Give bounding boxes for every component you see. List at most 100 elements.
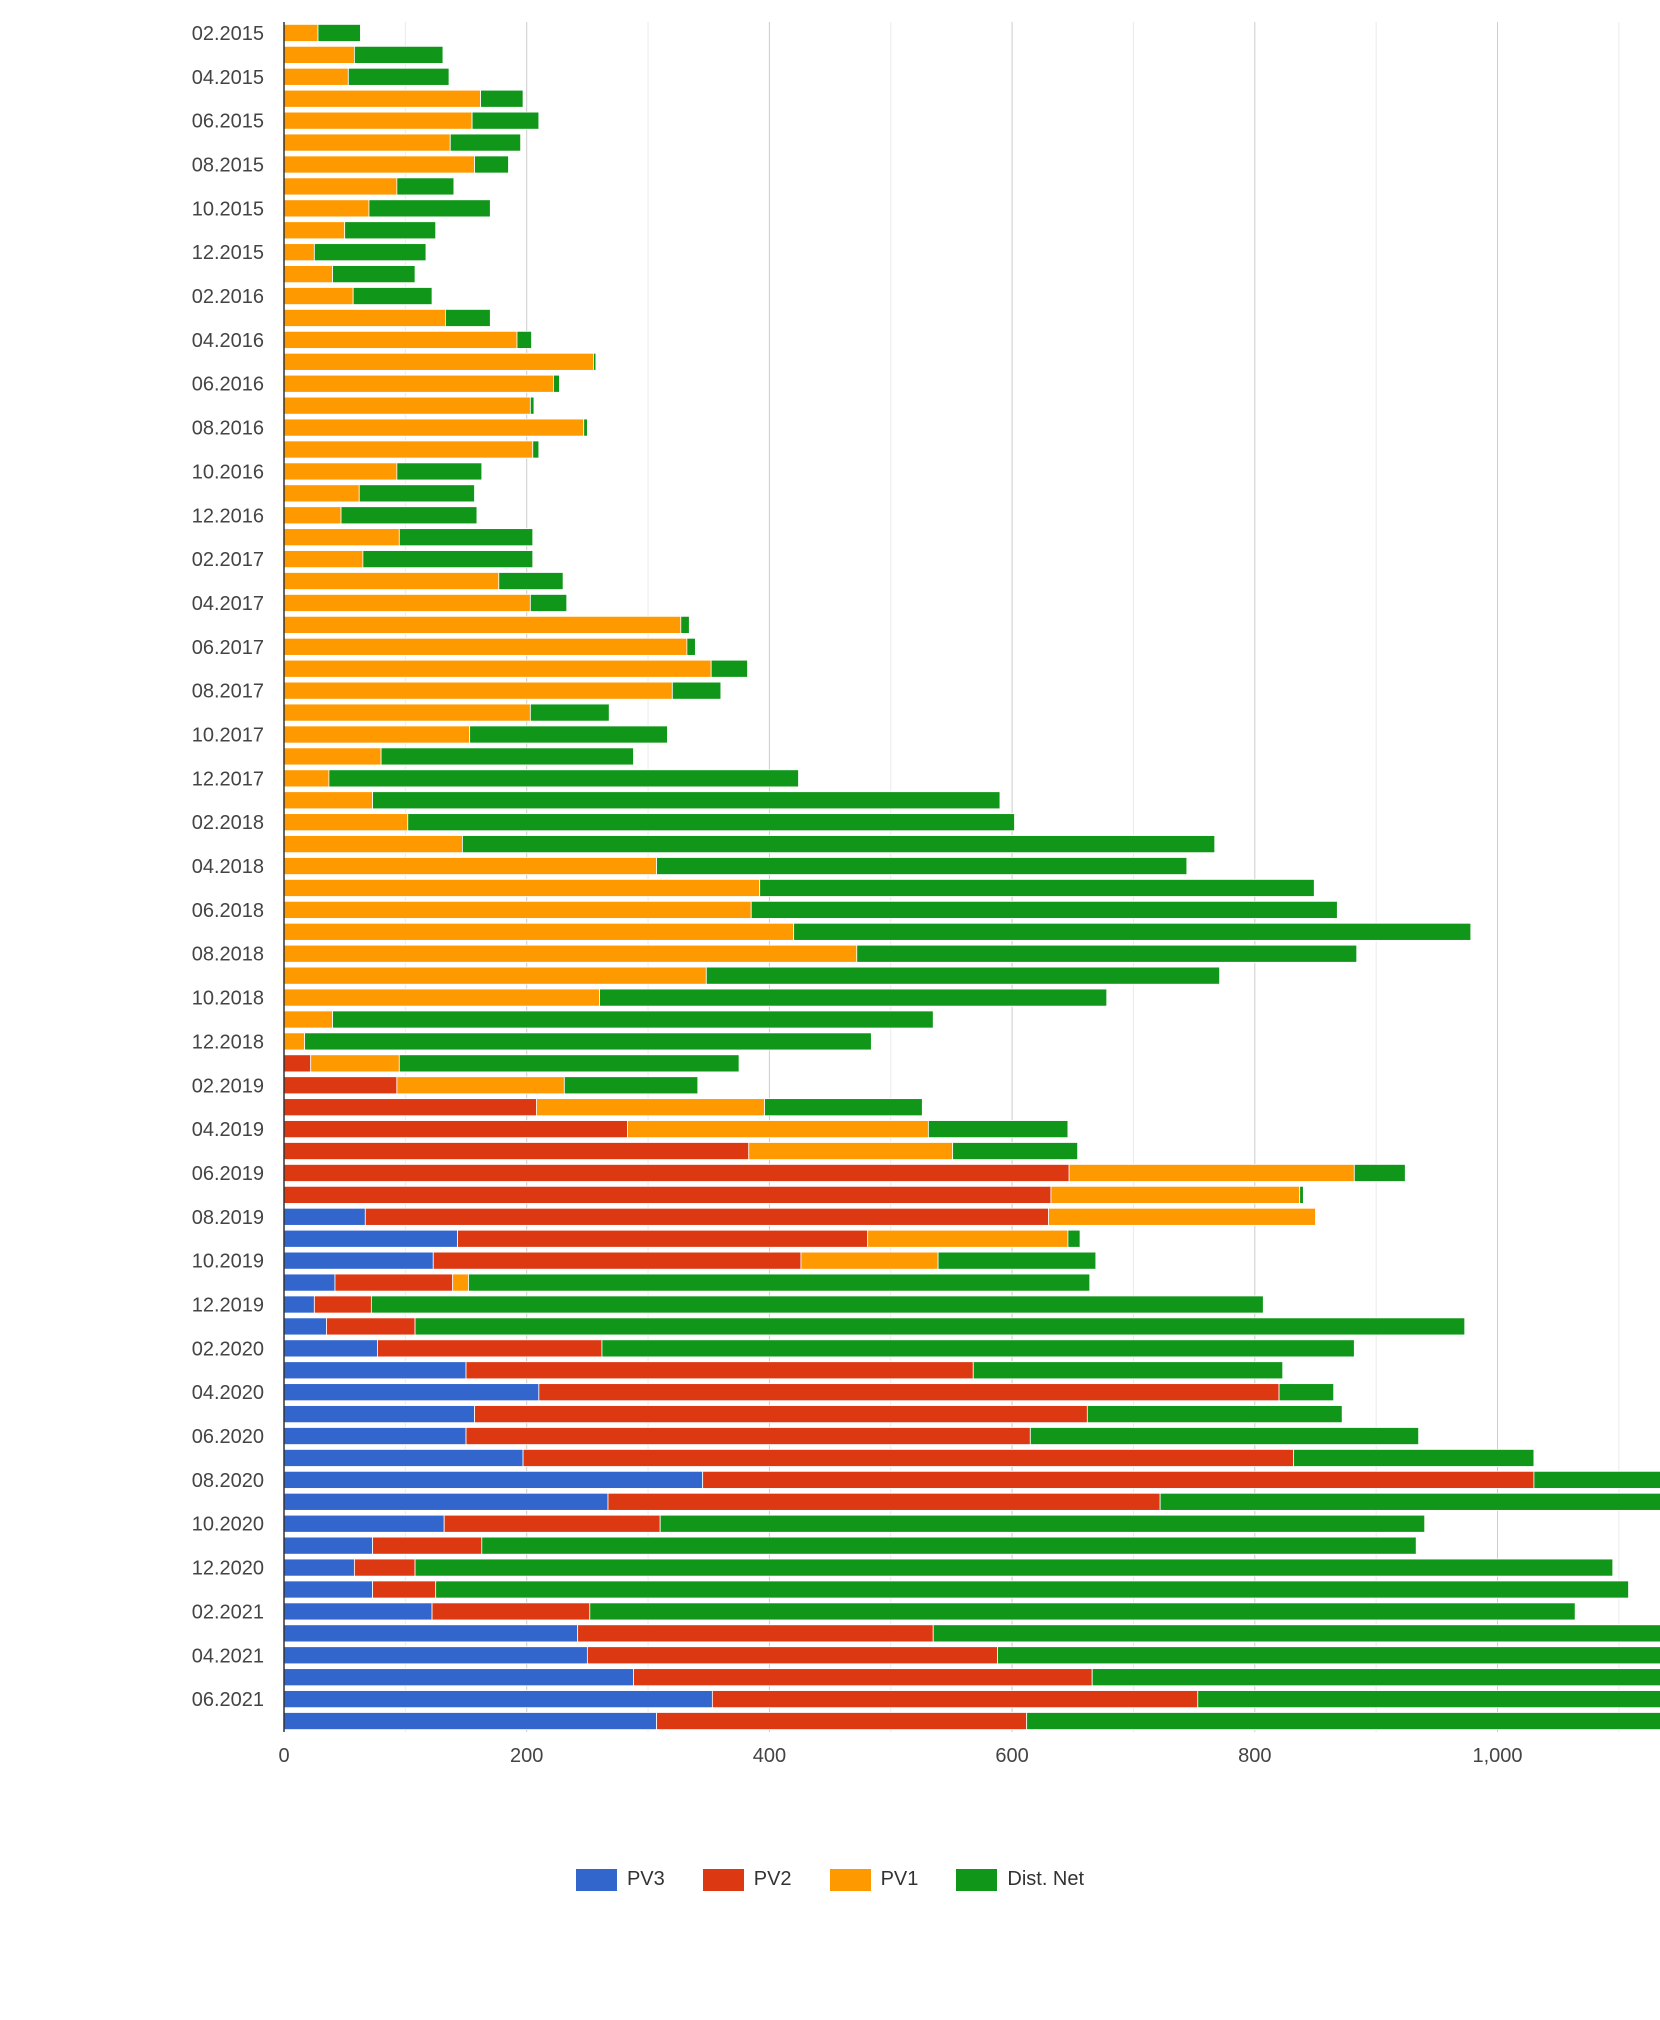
category-label: 04.2018 [192,856,264,878]
bar-pv3-08.2020 [283,1470,704,1489]
bar-pv3-01.2021 [283,1580,373,1599]
bar-pv1-01.2018 [283,791,373,810]
bar-dist-net-01.2019 [398,1054,740,1073]
bar-dist-net-11.2018 [332,1010,934,1029]
bar-pv1-10.2019 [800,1251,939,1270]
bar-dist-net-10.2015 [368,199,491,218]
bar-dist-net-01.2017 [398,528,534,547]
category-label: 10.2015 [192,198,264,220]
bar-pv3-12.2020 [283,1558,355,1577]
bar-dist-net-09.2017 [529,703,610,722]
bar-pv2-04.2020 [538,1383,1280,1402]
category-label: 02.2018 [192,812,264,834]
category-label: 04.2021 [192,1645,264,1667]
bar-pv3-06.2021 [283,1690,713,1709]
bar-dist-net-05.2016 [593,352,597,371]
legend-item-pv3[interactable]: PV3 [575,1868,665,1891]
legend-item-pv1[interactable]: PV1 [829,1868,918,1891]
category-label: 08.2017 [192,681,264,703]
category-label: 02.2017 [192,549,264,571]
bar-pv2-02.2019 [283,1076,398,1095]
bar-dist-net-06.2016 [552,374,560,393]
bar-pv2-11.2019 [334,1273,454,1292]
bar-pv2-06.2021 [711,1690,1199,1709]
bar-pv1-08.2015 [283,155,475,174]
bar-pv3-12.2019 [283,1295,315,1314]
category-label: 06.2016 [192,374,264,396]
bar-pv1-04.2016 [283,330,518,349]
bar-dist-net-07.2021 [1026,1712,1660,1730]
legend-item-dist-net[interactable]: Dist. Net [956,1868,1084,1891]
bar-pv1-12.2016 [283,506,342,525]
category-label: 08.2020 [192,1470,264,1492]
bar-pv1-02.2016 [283,287,354,305]
category-label: 12.2020 [192,1558,264,1580]
category-label: 04.2016 [192,330,264,352]
category-label: 02.2015 [192,23,264,45]
bar-pv2-01.2020 [326,1317,416,1336]
bar-pv2-01.2021 [372,1580,437,1599]
category-label: 08.2015 [192,155,264,177]
legend-label-pv2: PV2 [753,1868,792,1890]
bar-pv3-01.2020 [283,1317,327,1336]
bar-pv2-10.2019 [432,1251,802,1270]
bar-pv3-02.2021 [283,1602,433,1621]
legend-item-pv2[interactable]: PV2 [702,1868,792,1891]
category-label: 12.2015 [192,242,264,264]
bar-pv1-08.2019 [1048,1207,1316,1226]
category-label: 02.2016 [192,286,264,308]
bar-pv2-04.2019 [283,1120,628,1139]
bar-pv2-01.2019 [283,1054,312,1073]
bar-pv1-05.2015 [283,89,481,108]
bar-dist-net-10.2019 [937,1251,1097,1270]
bar-pv1-10.2017 [283,725,471,744]
bar-dist-net-01.2021 [435,1580,1629,1599]
category-label: 08.2019 [192,1207,264,1229]
category-label: 02.2021 [192,1601,264,1623]
bar-pv1-01.2017 [283,528,400,547]
category-label: 12.2019 [192,1295,264,1317]
bar-pv1-01.2019 [310,1054,400,1073]
bar-pv1-09.2015 [283,177,398,196]
bar-pv3-04.2020 [283,1383,540,1402]
bar-pv3-11.2020 [283,1536,373,1555]
bar-pv2-09.2019 [457,1229,869,1248]
bar-dist-net-09.2015 [396,177,455,196]
bar-pv1-09.2017 [283,703,531,722]
bar-pv1-05.2016 [283,352,594,371]
bar-dist-net-12.2019 [370,1295,1264,1314]
category-label: 08.2018 [192,944,264,966]
legend-swatch-pv1 [829,1868,871,1891]
bar-pv1-08.2016 [283,418,585,437]
category-label: 12.2018 [192,1031,264,1053]
bar-pv2-07.2020 [522,1449,1295,1467]
category-label: 12.2017 [192,768,264,790]
bar-pv1-06.2015 [283,111,473,130]
bar-pv2-05.2021 [633,1668,1093,1687]
bar-pv2-06.2019 [283,1164,1070,1182]
bar-dist-net-02.2016 [352,287,433,305]
bar-dist-net-07.2017 [710,659,748,678]
bar-pv3-07.2020 [283,1449,524,1467]
bar-pv1-12.2018 [283,1032,306,1051]
bar-dist-net-06.2017 [686,637,696,656]
bar-pv3-05.2021 [283,1668,634,1687]
bar-pv1-08.2017 [283,681,673,700]
bar-pv1-08.2018 [283,944,858,963]
bar-pv2-06.2020 [465,1427,1031,1445]
category-label: 06.2015 [192,111,264,133]
bar-pv2-08.2019 [364,1207,1049,1226]
x-tick-label: 400 [753,1745,786,1767]
bar-pv3-11.2019 [283,1273,336,1292]
bar-dist-net-03.2018 [461,835,1216,854]
bar-dist-net-07.2015 [449,133,522,152]
bar-dist-net-04.2018 [656,857,1188,875]
bar-pv1-07.2016 [283,396,531,415]
bar-dist-net-02.2021 [589,1602,1576,1621]
bar-dist-net-09.2019 [1067,1229,1081,1248]
bar-pv1-07.2017 [283,659,712,678]
bar-pv1-03.2017 [283,572,500,590]
bar-dist-net-05.2020 [1086,1405,1343,1424]
bar-pv1-10.2016 [283,462,398,481]
bar-dist-net-11.2016 [358,484,475,503]
